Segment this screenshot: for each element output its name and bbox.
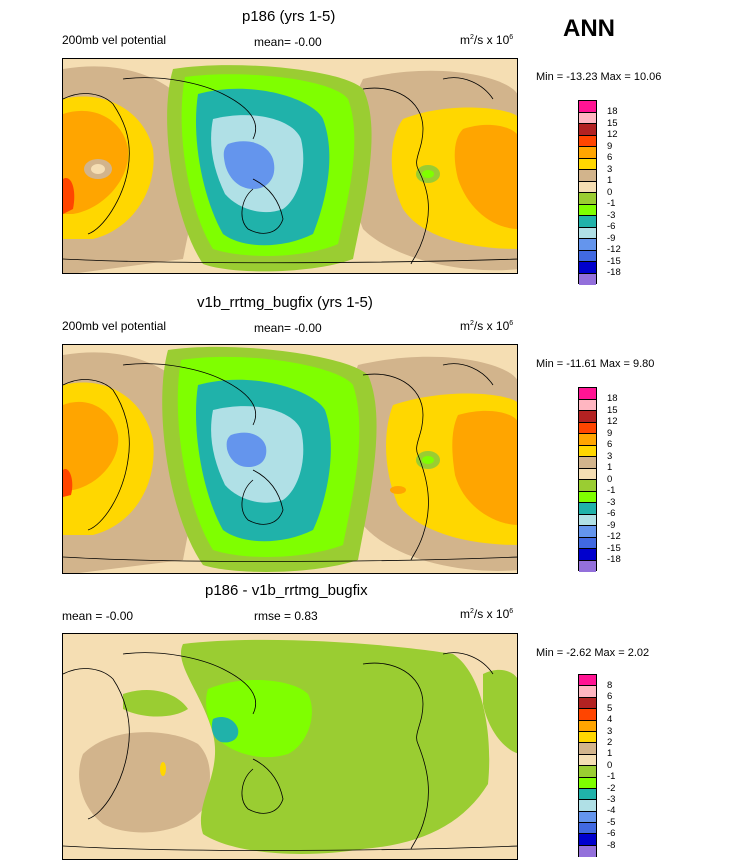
- cb1-label: -12: [607, 244, 621, 255]
- panel-3-mean: mean = -0.00: [62, 609, 134, 623]
- panel-3-minmax: Min = -2.62 Max = 2.02: [536, 647, 650, 659]
- cb1-label: 12: [607, 129, 618, 140]
- panel-1-units: m2/s x 106: [460, 33, 514, 47]
- panel-2-map: [62, 344, 518, 574]
- panel-1-map: [62, 58, 518, 274]
- panel-2-mean: mean= -0.00: [254, 321, 322, 335]
- cb2-label: 9: [607, 427, 613, 439]
- cb1-label: 3: [607, 163, 613, 175]
- cb2-label: 3: [607, 450, 613, 462]
- cb3-label: -6: [607, 828, 616, 840]
- panel-1-field-label: 200mb vel potential: [62, 33, 167, 47]
- cb2-label: -18: [607, 554, 621, 565]
- cb1-label: -6: [607, 221, 616, 232]
- cb1-label: 9: [607, 140, 613, 152]
- cb3-label: -3: [607, 794, 616, 805]
- cb1-label: 15: [607, 117, 618, 129]
- cb3-label: 8: [607, 680, 613, 691]
- cb1-label: -15: [607, 255, 621, 267]
- panel-1-title: p186 (yrs 1-5): [242, 8, 336, 25]
- cb3-label: -2: [607, 782, 616, 794]
- cb3-label: 5: [607, 702, 613, 714]
- cb1-label: 0: [607, 186, 613, 198]
- cb3-label: 1: [607, 748, 613, 760]
- cb1-label: 18: [607, 106, 618, 117]
- cb2-label: 0: [607, 473, 613, 485]
- panel-1-colorbar: [578, 100, 597, 285]
- panel-3-rmse: rmse = 0.83: [254, 609, 318, 623]
- panel-3-map: [62, 633, 518, 860]
- cb2-label: 1: [607, 462, 613, 473]
- panel-2-minmax: Min = -11.61 Max = 9.80: [536, 358, 655, 370]
- cb3-label: -5: [607, 816, 616, 828]
- cb2-label: 15: [607, 404, 618, 416]
- cb2-label: -9: [607, 519, 616, 531]
- cb2-label: -15: [607, 542, 621, 554]
- cb2-label: -1: [607, 485, 616, 496]
- cb3-label: 6: [607, 691, 613, 703]
- cb1-label: -9: [607, 232, 616, 244]
- cb1-label: 6: [607, 152, 613, 163]
- cb3-label: 4: [607, 714, 613, 726]
- panel-3-colorbar: [578, 674, 597, 858]
- cb1-label: 1: [607, 175, 613, 186]
- panel-2-field-label: 200mb vel potential: [62, 319, 167, 333]
- cb2-label: -12: [607, 531, 621, 542]
- panel-3-title: p186 - v1b_rrtmg_bugfix: [205, 582, 368, 599]
- cb3-label: -8: [607, 839, 616, 851]
- cb2-label: 12: [607, 416, 618, 427]
- cb1-label: -1: [607, 198, 616, 209]
- cb3-label: -1: [607, 771, 616, 783]
- panel-2-title: v1b_rrtmg_bugfix (yrs 1-5): [197, 294, 373, 311]
- cb3-label: 2: [607, 737, 613, 748]
- season-label: ANN: [563, 15, 615, 42]
- cb2-label: -6: [607, 508, 616, 519]
- panel-2-colorbar: [578, 387, 597, 572]
- cb1-label: -3: [607, 209, 616, 221]
- panel-3-units: m2/s x 106: [460, 607, 514, 621]
- panel-1-minmax: Min = -13.23 Max = 10.06: [536, 71, 662, 83]
- cb3-label: -4: [607, 805, 616, 817]
- panel-2-units: m2/s x 106: [460, 319, 514, 333]
- cb3-label: 0: [607, 759, 613, 771]
- cb2-label: 18: [607, 393, 618, 404]
- cb3-label: 3: [607, 725, 613, 737]
- cb1-label: -18: [607, 267, 621, 278]
- cb2-label: 6: [607, 439, 613, 450]
- panel-1-mean: mean= -0.00: [254, 35, 322, 49]
- cb2-label: -3: [607, 496, 616, 508]
